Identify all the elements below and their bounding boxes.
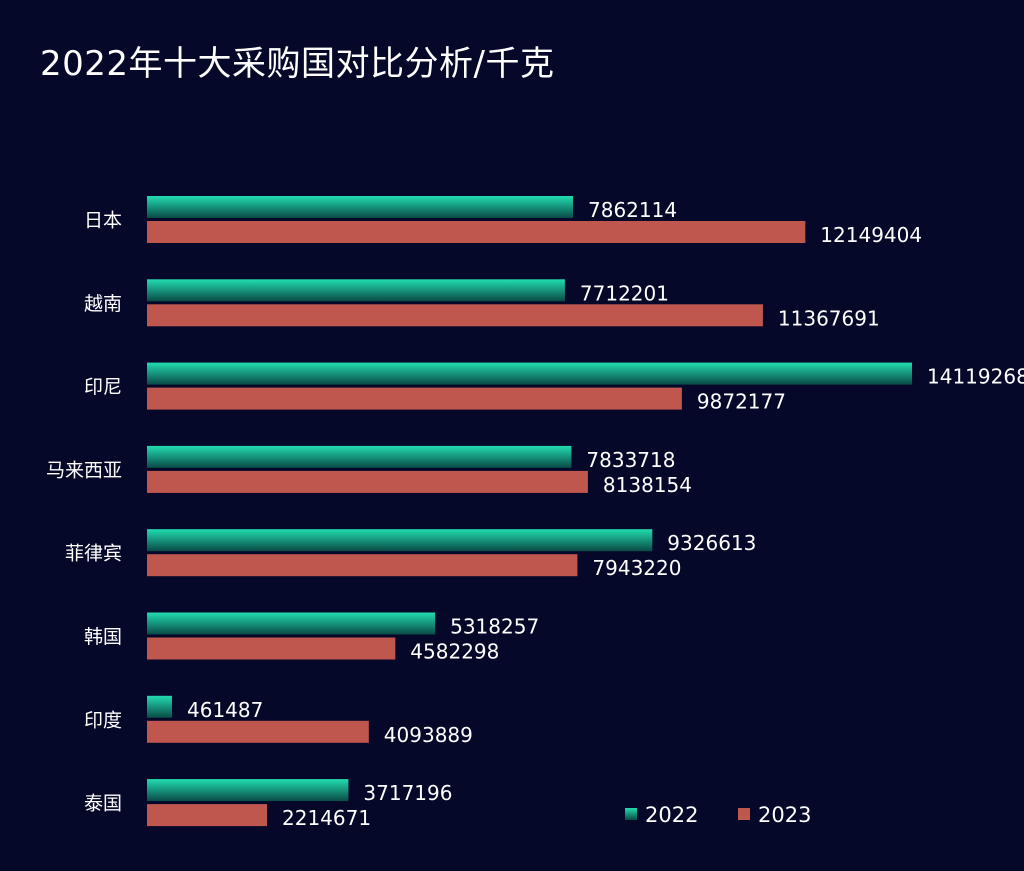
bar-2023-1 xyxy=(147,221,806,243)
bar-2023-3 xyxy=(147,387,682,410)
value-label-2023: 11367691 xyxy=(778,306,880,330)
legend-label-2023: 2023 xyxy=(758,803,811,827)
bar-2022-6 xyxy=(147,612,436,635)
value-label-2022: 461487 xyxy=(187,698,263,722)
bar-2023-7 xyxy=(147,720,369,743)
labels-layer: 日本 7862114 12149404 越南 7712201 11367691 印尼 1411… xyxy=(46,198,1024,830)
bar-2023-2 xyxy=(147,304,763,327)
bar-2023-6 xyxy=(147,637,396,660)
value-label-2022: 9326613 xyxy=(667,531,756,555)
bar-2022-8 xyxy=(147,779,349,802)
bars-layer xyxy=(147,196,912,827)
bar-2022-3 xyxy=(147,362,912,385)
category-label: 菲律宾 xyxy=(65,543,122,565)
legend-swatch-2023 xyxy=(738,808,750,820)
bar-2023-8 xyxy=(147,804,267,827)
category-label: 日本 xyxy=(84,210,122,232)
value-label-2023: 9872177 xyxy=(697,390,786,414)
legend: 2022 2023 xyxy=(625,803,811,827)
value-label-2023: 7943220 xyxy=(592,556,681,580)
category-label: 印度 xyxy=(84,709,122,731)
bar-2022-1 xyxy=(147,196,573,218)
value-label-2023: 4582298 xyxy=(410,640,499,664)
value-label-2022: 7862114 xyxy=(588,198,677,222)
bar-2022-2 xyxy=(147,279,565,302)
category-label: 泰国 xyxy=(84,793,122,815)
category-label: 印尼 xyxy=(84,376,122,398)
legend-swatch-2022 xyxy=(625,808,637,820)
category-label: 韩国 xyxy=(84,626,122,648)
value-label-2023: 2214671 xyxy=(282,806,371,830)
bar-2023-4 xyxy=(147,470,588,493)
legend-label-2022: 2022 xyxy=(645,803,698,827)
bar-2022-4 xyxy=(147,445,572,468)
bar-2022-5 xyxy=(147,529,653,552)
bar-2022-7 xyxy=(147,695,172,718)
value-label-2022: 14119268 xyxy=(927,365,1024,389)
category-label: 马来西亚 xyxy=(46,459,122,481)
value-label-2023: 12149404 xyxy=(820,223,922,247)
value-label-2022: 7833718 xyxy=(586,448,675,472)
value-label-2023: 4093889 xyxy=(384,723,473,747)
bar-2023-5 xyxy=(147,554,578,577)
value-label-2022: 5318257 xyxy=(450,615,539,639)
chart-title: 2022年十大采购国对比分析/千克 xyxy=(40,44,555,84)
value-label-2022: 7712201 xyxy=(580,281,669,305)
value-label-2023: 8138154 xyxy=(603,473,692,497)
value-label-2022: 3717196 xyxy=(363,781,452,805)
category-label: 越南 xyxy=(84,293,122,315)
